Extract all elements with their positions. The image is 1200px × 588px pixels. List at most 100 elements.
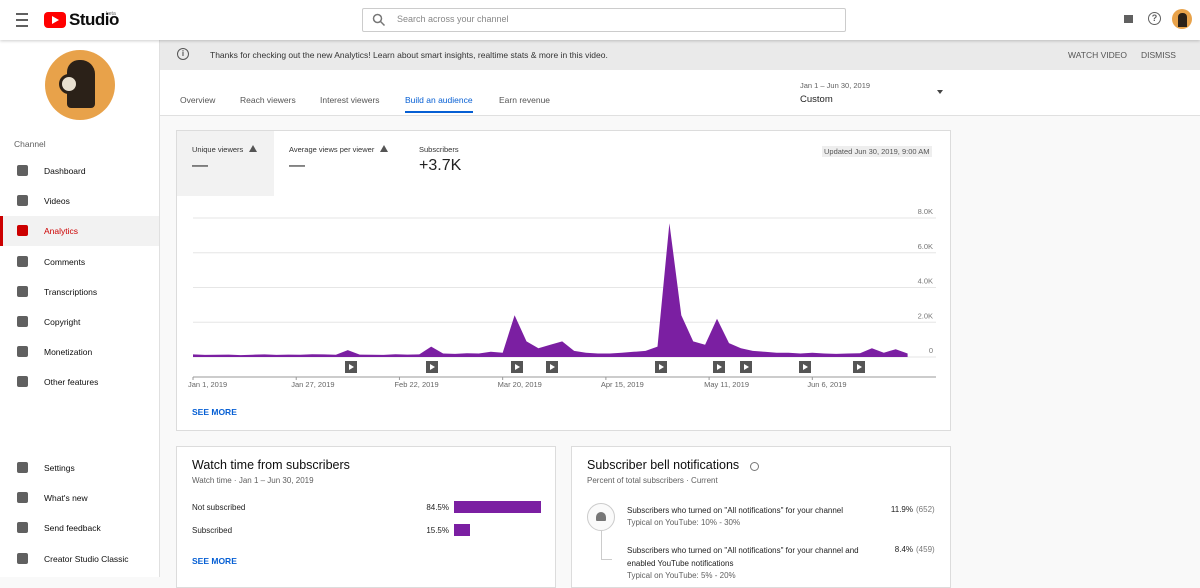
date-range: Jan 1 – Jun 30, 2019 (800, 81, 871, 90)
banner-text: Thanks for checking out the new Analytic… (210, 50, 608, 60)
nav-icon (17, 522, 28, 534)
nav-item[interactable]: Comments (0, 247, 159, 277)
metric-tab[interactable]: Average views per viewer — (289, 131, 399, 191)
nav-icon (17, 285, 28, 297)
nav-label: Copyright (44, 317, 81, 327)
row-typical: Typical on YouTube: 10% - 30% (627, 518, 741, 527)
create-icon[interactable] (1124, 15, 1133, 23)
card-subtitle: Percent of total subscribers · Current (587, 476, 718, 485)
nav-item[interactable]: What's new (0, 483, 159, 513)
y-tick-label: 6.0K (918, 242, 933, 251)
channel-avatar[interactable] (45, 50, 115, 120)
row-label: Subscribed (192, 526, 233, 535)
nav-item[interactable]: Send feedback (0, 513, 159, 543)
row-text: Subscribers who turned on "All notificat… (627, 546, 859, 568)
chart-card: Updated Jun 30, 2019, 9:00 AM SEE MORE U… (176, 130, 951, 431)
nav-item[interactable]: Videos (0, 186, 159, 216)
area (193, 223, 908, 357)
menu-button[interactable] (16, 13, 28, 27)
tab[interactable]: Interest viewers (320, 95, 380, 105)
banner-action[interactable]: WATCH VIDEO (1068, 50, 1128, 60)
nav-item[interactable]: Monetization (0, 337, 159, 367)
see-more-link[interactable]: SEE MORE (192, 407, 237, 417)
nav-label: What's new (44, 493, 88, 504)
search-icon (372, 13, 386, 27)
value-label: 84.5% (426, 503, 449, 512)
connector (601, 531, 612, 560)
nav-item[interactable]: Other features (0, 367, 159, 397)
card-title: Subscriber bell notifications (587, 458, 740, 472)
tab[interactable]: Earn revenue (499, 95, 551, 105)
nav-label: Monetization (44, 347, 93, 358)
row-count: (652) (916, 505, 935, 514)
nav-item[interactable]: Creator Studio Classic (0, 544, 159, 574)
area-chart: 0 2.0K 4.0K 6.0K 8.0K Jan 1, 2019 Jan 27, 2019… (188, 207, 936, 389)
help-icon[interactable]: ? (1148, 12, 1161, 25)
metric-value: — (192, 157, 208, 174)
nav-label: Transcriptions (44, 286, 98, 297)
active-indicator (0, 216, 3, 247)
row-value: 11.9% (890, 505, 913, 514)
tab[interactable]: Reach viewers (240, 95, 296, 105)
see-more-link[interactable]: SEE MORE (192, 556, 237, 566)
nav-icon (17, 492, 28, 504)
nav-item[interactable]: Dashboard (0, 156, 159, 186)
nav-label: Dashboard (44, 166, 86, 176)
video-marker-play (550, 364, 555, 370)
metric-selected-bg (177, 131, 274, 196)
nav-item[interactable]: Transcriptions (0, 277, 159, 307)
value-label: 15.5% (426, 526, 449, 535)
row-typical: Typical on YouTube: 5% - 20% (627, 571, 736, 580)
search-box[interactable]: Search across your channel (362, 8, 846, 32)
x-tick-label: Mar 20, 2019 (498, 380, 542, 389)
x-tick-label: Feb 22, 2019 (394, 380, 438, 389)
nav-item[interactable]: Settings (0, 453, 159, 483)
metric-tab[interactable]: Subscribers +3.7K (419, 131, 529, 191)
video-marker-play (349, 364, 354, 370)
video-marker-play (857, 364, 862, 370)
x-tick-label: Jun 6, 2019 (807, 380, 846, 389)
info-icon (750, 462, 759, 471)
nav-label: Send feedback (44, 523, 101, 534)
nav-label: Other features (44, 377, 99, 388)
date-preset[interactable]: Custom (800, 94, 833, 105)
tab[interactable]: Overview (180, 95, 216, 105)
banner: i Thanks for checking out the new Analyt… (160, 40, 1200, 70)
x-tick-label: May 11, 2019 (704, 380, 749, 389)
bell-card: Subscriber bell notifications Percent of… (571, 446, 951, 588)
video-marker-play (515, 364, 520, 370)
account-avatar[interactable] (1172, 9, 1192, 29)
watch-time-card: Watch time from subscribers Watch time ·… (176, 446, 556, 588)
row-count: (459) (916, 545, 935, 554)
bar (454, 524, 470, 536)
y-tick-label: 4.0K (918, 277, 933, 286)
metric-tab[interactable]: Unique viewers — (192, 131, 302, 191)
nav-icon (17, 316, 28, 327)
nav-icon (17, 255, 28, 267)
nav-label: Creator Studio Classic (44, 553, 129, 564)
nav-item[interactable]: Copyright (0, 307, 159, 337)
x-tick-label: Apr 15, 2019 (601, 380, 644, 389)
video-marker-play (430, 364, 435, 370)
tab[interactable]: Build an audience (405, 95, 473, 113)
metric-label: Unique viewers (192, 145, 244, 154)
metric-label: Average views per viewer (289, 145, 375, 154)
logo-text[interactable]: Studio (69, 10, 119, 29)
nav-item[interactable]: Analytics (0, 216, 159, 247)
search-placeholder: Search across your channel (397, 14, 509, 24)
nav-label: Comments (44, 256, 86, 267)
bell-icon (587, 503, 615, 531)
header: Studio beta Search across your channel ? (0, 0, 1200, 40)
tab-bar: Jan 1 – Jun 30, 2019 Custom Overview Reac… (160, 70, 1200, 116)
nav-label: Settings (44, 463, 75, 473)
dropdown-arrow[interactable] (937, 90, 943, 94)
nav-icon (17, 552, 28, 564)
video-marker-play (803, 364, 808, 370)
section-label: Channel (14, 139, 46, 149)
banner-action[interactable]: DISMISS (1141, 50, 1176, 60)
logo-icon[interactable] (44, 12, 66, 28)
card-title: Watch time from subscribers (192, 458, 350, 472)
nav-icon (17, 462, 28, 473)
nav-icon (17, 225, 28, 237)
x-tick-label: Jan 1, 2019 (188, 380, 227, 389)
